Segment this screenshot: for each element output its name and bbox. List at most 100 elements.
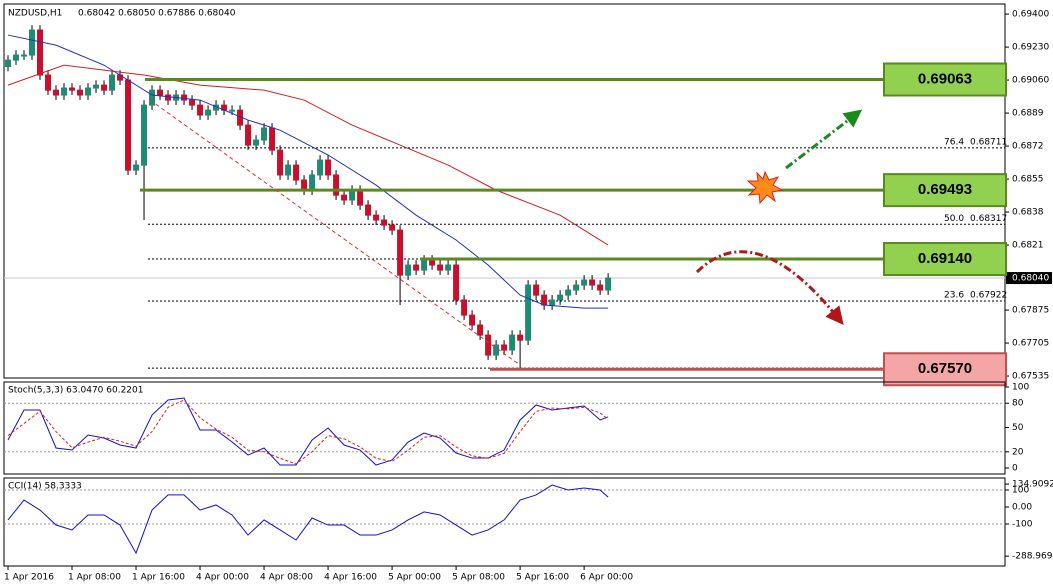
level-label: 0.69063 (918, 70, 972, 87)
candle-body (381, 219, 388, 226)
candle-body (573, 284, 580, 291)
candle-body (45, 74, 52, 91)
candle-body (501, 344, 508, 351)
candle-body (285, 164, 292, 176)
x-tick-label: 4 Apr 00:00 (196, 573, 249, 583)
candle-body (461, 299, 468, 316)
fib-value: 0.67922 (970, 290, 1007, 300)
candle-body (189, 99, 196, 106)
candle-body (533, 284, 540, 296)
candle-body (269, 127, 276, 151)
level-box (883, 173, 1007, 208)
candle-body (293, 164, 300, 181)
up-arrow (785, 109, 863, 170)
x-tick-label: 5 Apr 16:00 (516, 573, 569, 583)
candle-body (37, 29, 44, 76)
y-tick-label: 0.69230 (1012, 43, 1049, 53)
candle-body (53, 89, 60, 96)
x-tick-label: 6 Apr 00:00 (580, 573, 633, 583)
y-tick-label: 80 (1012, 399, 1024, 409)
last-price-box (1006, 272, 1052, 285)
y-tick-label: 0.67535 (1012, 372, 1049, 382)
indicator-line (7, 397, 609, 466)
indicator-title: Stoch(5,3,3) 63.0470 60.2201 (8, 386, 143, 396)
candle-body (205, 109, 212, 116)
candle-body (181, 94, 188, 101)
trend-line (149, 99, 521, 366)
candle-body (589, 279, 596, 286)
candle-body (605, 277, 612, 291)
fib-value: 0.68317 (970, 214, 1007, 224)
y-tick-label: 20 (1012, 447, 1024, 457)
candle-body (333, 174, 340, 196)
candle-body (149, 89, 156, 106)
candle-body (61, 87, 68, 96)
candle-body (125, 79, 132, 171)
candle-body (253, 139, 260, 146)
candle-body (565, 289, 572, 296)
candle-body (421, 259, 428, 271)
candle-body (101, 84, 108, 91)
candle-body (485, 334, 492, 356)
ohlc-text: 0.68042 0.68050 0.67886 0.68040 (78, 9, 236, 19)
x-tick-label: 1 Apr 08:00 (68, 573, 121, 583)
candle-body (405, 264, 412, 276)
x-tick-label: 1 Apr 16:00 (132, 573, 185, 583)
candle-body (557, 294, 564, 301)
y-tick-label: 0.00 (1012, 503, 1032, 513)
candle-body (541, 294, 548, 306)
candle-body (85, 87, 92, 96)
y-tick-label: 0.6838 (1012, 208, 1044, 218)
candle-body (429, 259, 436, 266)
indicator-line (7, 484, 609, 555)
candle-body (445, 264, 452, 271)
level-label: 0.69493 (918, 181, 972, 198)
y-tick-label: 0.6889 (1012, 109, 1044, 119)
burst-icon (746, 170, 784, 205)
indicator-line (7, 399, 609, 465)
x-tick-label: 5 Apr 00:00 (388, 573, 441, 583)
x-tick-label: 1 Apr 2016 (4, 573, 54, 583)
candle-body (525, 284, 532, 341)
moving-average (7, 34, 609, 309)
candle-body (317, 159, 324, 176)
candle-body (413, 264, 420, 271)
candle-body (109, 74, 116, 91)
candle-body (597, 284, 604, 291)
candle-body (469, 314, 476, 326)
fib-ratio: 23.6 (944, 290, 964, 300)
candle-body (477, 324, 484, 336)
x-tick-label: 4 Apr 16:00 (324, 573, 377, 583)
y-tick-label: 100 (1012, 383, 1029, 393)
candle-body (93, 84, 100, 89)
last-price-label: 0.68040 (1012, 274, 1049, 284)
candle-body (245, 124, 252, 146)
candle-body (309, 174, 316, 191)
x-tick-label: 5 Apr 08:00 (452, 573, 505, 583)
candle-body (549, 299, 556, 306)
candle-body (77, 89, 84, 96)
candle-body (229, 109, 236, 112)
candle-body (13, 54, 20, 61)
candle-body (157, 89, 164, 96)
y-tick-label: 0.67875 (1012, 306, 1049, 316)
level-box (883, 242, 1007, 277)
chart-title: NZDUSD,H1 (8, 9, 62, 19)
y-tick-label: 0.6872 (1012, 142, 1044, 152)
candle-body (21, 54, 28, 57)
fib-ratio: 50.0 (944, 214, 964, 224)
x-tick-label: 4 Apr 08:00 (260, 573, 313, 583)
candle-body (341, 194, 348, 201)
level-box (883, 62, 1007, 97)
level-label: 0.69140 (918, 250, 972, 267)
candle-body (581, 279, 588, 286)
y-tick-label: -288.9692 (1012, 552, 1053, 562)
down-arrow (695, 250, 844, 326)
level-box (883, 352, 1007, 387)
candle-body (301, 179, 308, 191)
candle-body (141, 104, 148, 166)
y-tick-label: 134.9092 (1012, 480, 1053, 490)
candle-body (373, 214, 380, 221)
candle-body (509, 334, 516, 351)
